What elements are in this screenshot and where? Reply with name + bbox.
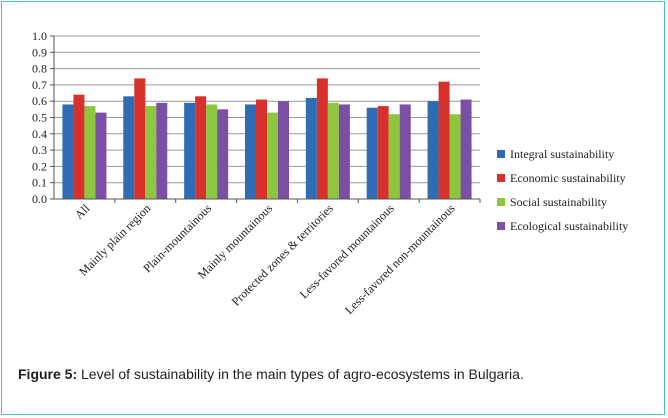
bar bbox=[95, 112, 107, 199]
caption-text: Level of sustainability in the main type… bbox=[77, 366, 524, 382]
y-tick-label: 0.3 bbox=[32, 143, 47, 157]
bar bbox=[195, 96, 207, 199]
bar bbox=[278, 101, 289, 199]
bar bbox=[338, 104, 350, 199]
y-tick-label: 0.4 bbox=[32, 127, 47, 141]
legend-swatch bbox=[497, 150, 505, 158]
bar bbox=[427, 101, 439, 199]
bar bbox=[438, 81, 450, 199]
legend-swatch bbox=[497, 198, 505, 206]
bar bbox=[73, 94, 85, 199]
y-tick-label: 0.5 bbox=[32, 111, 47, 125]
bar bbox=[156, 102, 168, 199]
legend-swatch bbox=[497, 222, 505, 230]
y-tick-label: 0.1 bbox=[32, 176, 47, 190]
bar bbox=[145, 106, 157, 199]
legend: Integral sustainability Economic sustaina… bbox=[497, 147, 628, 233]
figure-caption: Figure 5: Level of sustainability in the… bbox=[18, 364, 658, 384]
y-tick-label: 0.6 bbox=[32, 94, 47, 108]
legend-label: Social sustainability bbox=[510, 195, 607, 209]
bar bbox=[316, 78, 328, 199]
bar bbox=[327, 102, 339, 199]
y-axis: 0.0 0.1 0.2 0.3 0.4 0.5 0.6 0.7 0.8 0.9 1.0 bbox=[32, 29, 55, 206]
bar bbox=[377, 106, 389, 199]
bar bbox=[256, 99, 267, 199]
bar bbox=[366, 107, 378, 199]
y-tick-label: 0.8 bbox=[32, 62, 47, 76]
bar bbox=[134, 78, 146, 199]
bar bbox=[206, 104, 218, 199]
x-category-label: Less-favored non-mountainous bbox=[342, 201, 458, 317]
bar bbox=[123, 96, 135, 199]
bar bbox=[217, 109, 229, 199]
y-tick-label: 0.9 bbox=[32, 45, 47, 59]
x-category-label: All bbox=[72, 201, 93, 222]
bar bbox=[460, 99, 472, 199]
legend-label: Integral sustainability bbox=[510, 147, 614, 161]
x-category-label: Protected zones & territories bbox=[229, 201, 336, 308]
legend-label: Economic sustainability bbox=[510, 171, 626, 185]
y-tick-label: 0.7 bbox=[32, 78, 47, 92]
legend-label: Ecological sustainability bbox=[510, 219, 628, 233]
bar bbox=[305, 97, 317, 199]
bar bbox=[399, 104, 411, 199]
bar-chart: 0.0 0.1 0.2 0.3 0.4 0.5 0.6 0.7 0.8 0.9 1.0 AllMai… bbox=[32, 29, 628, 317]
legend-swatch bbox=[497, 174, 505, 182]
caption-label: Figure 5: bbox=[18, 366, 78, 382]
bar bbox=[388, 114, 400, 199]
bar bbox=[84, 106, 96, 199]
bar bbox=[267, 112, 278, 199]
bar bbox=[245, 104, 256, 199]
bars bbox=[62, 78, 472, 199]
y-tick-label: 1.0 bbox=[32, 29, 47, 43]
bar bbox=[449, 114, 461, 199]
y-tick-label: 0.0 bbox=[32, 192, 47, 206]
y-tick-label: 0.2 bbox=[32, 159, 47, 173]
bar bbox=[62, 104, 74, 199]
bar bbox=[184, 102, 196, 199]
